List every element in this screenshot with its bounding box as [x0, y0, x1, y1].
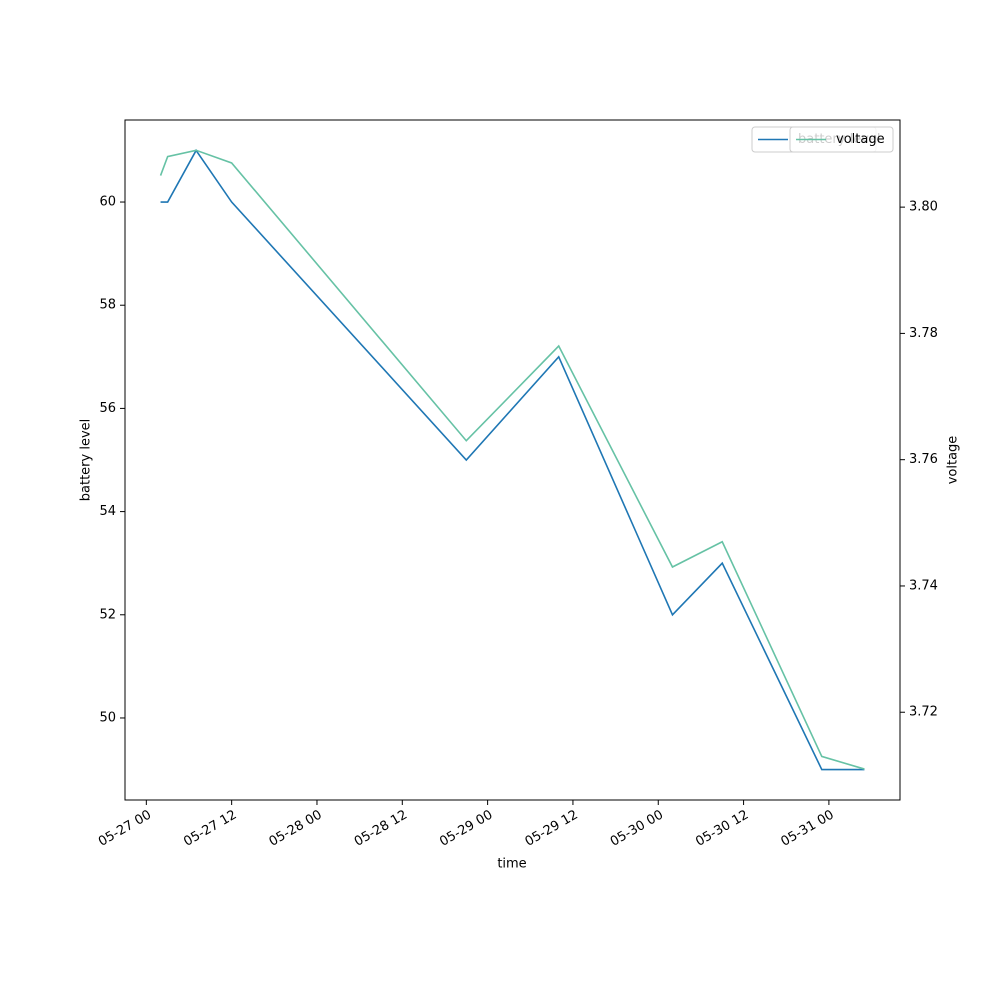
plot-frame — [124, 119, 901, 801]
legend-box — [789, 126, 894, 153]
y2-tick-label: 3.78 — [909, 326, 938, 341]
y-tick-label: 54 — [99, 504, 116, 519]
y-tick-label: 50 — [99, 710, 116, 725]
y-tick-label: 56 — [99, 401, 116, 416]
series-line — [160, 148, 865, 771]
y2-tick-label: 3.76 — [909, 452, 938, 467]
x-axis-label: time — [497, 857, 526, 872]
y-axis-label: battery level — [79, 419, 94, 502]
legend-label: voltage — [836, 132, 885, 147]
y-tick-label: 60 — [99, 195, 116, 210]
y2-tick-label: 3.80 — [909, 200, 938, 215]
y2-tick-label: 3.74 — [909, 578, 938, 593]
y-tick-label: 58 — [99, 298, 116, 313]
y2-tick-label: 3.72 — [909, 705, 938, 720]
series-line — [159, 149, 865, 770]
y2-axis-label: voltage — [946, 436, 961, 485]
y-tick-label: 52 — [99, 607, 116, 622]
